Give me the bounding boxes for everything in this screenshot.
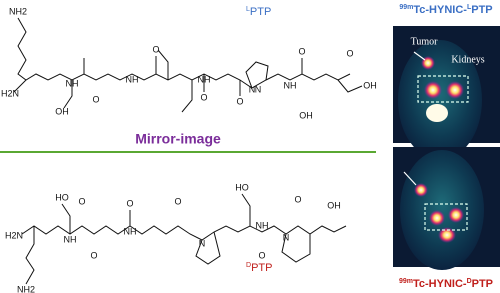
atom-label: O xyxy=(126,198,133,208)
atom-label: NH xyxy=(256,220,269,230)
atom-label: O xyxy=(298,46,305,56)
atom-label: NH2 xyxy=(17,284,35,293)
atom-label: NH xyxy=(126,74,139,84)
atom-label: O xyxy=(294,194,301,204)
atom-label: H2N xyxy=(1,88,19,98)
atom-label: OH xyxy=(55,106,69,116)
top-scan: Tumor Kidneys xyxy=(393,26,500,160)
atom-label: O xyxy=(174,196,181,206)
bottom-scan xyxy=(393,147,500,270)
atom-label: NH2 xyxy=(9,6,27,16)
bottom-structure xyxy=(21,193,347,285)
top-image-title: 99mTc-HYNIC-LPTP xyxy=(399,4,492,16)
bottom-label: DPTP xyxy=(246,262,272,274)
tumor-label: Tumor xyxy=(411,36,439,47)
atom-label: O xyxy=(346,48,353,58)
atom-label: O xyxy=(258,250,265,260)
atom-label: OH xyxy=(363,80,377,90)
atom-label: O xyxy=(152,44,159,54)
atom-label: O xyxy=(78,196,85,206)
atom-label: O xyxy=(92,94,99,104)
atom-label: NH xyxy=(124,226,137,236)
top-label: LPTP xyxy=(246,6,271,18)
atom-label: O xyxy=(236,96,243,106)
atom-label: OH xyxy=(299,110,313,120)
atom-label: OH xyxy=(327,200,341,210)
atom-label: NH xyxy=(66,78,79,88)
atom-label: N xyxy=(199,238,206,248)
atom-label: O xyxy=(200,92,207,102)
atom-label: NH xyxy=(198,74,211,84)
kidneys-label: Kidneys xyxy=(451,54,484,65)
atom-label: HO xyxy=(55,192,69,202)
atom-label: N xyxy=(283,232,290,242)
atom-label: NH xyxy=(64,234,77,244)
atom-label: NH xyxy=(284,80,297,90)
atom-label: H2N xyxy=(5,230,23,240)
atom-label: N xyxy=(249,84,256,94)
mirror-text: Mirror-image xyxy=(135,131,221,147)
bottom-image-title: 99mTc-HYNIC-DPTP xyxy=(399,278,493,290)
atom-label: HO xyxy=(235,182,249,192)
atom-label: O xyxy=(90,250,97,260)
atom-label: N xyxy=(255,84,262,94)
top-structure xyxy=(13,17,363,113)
